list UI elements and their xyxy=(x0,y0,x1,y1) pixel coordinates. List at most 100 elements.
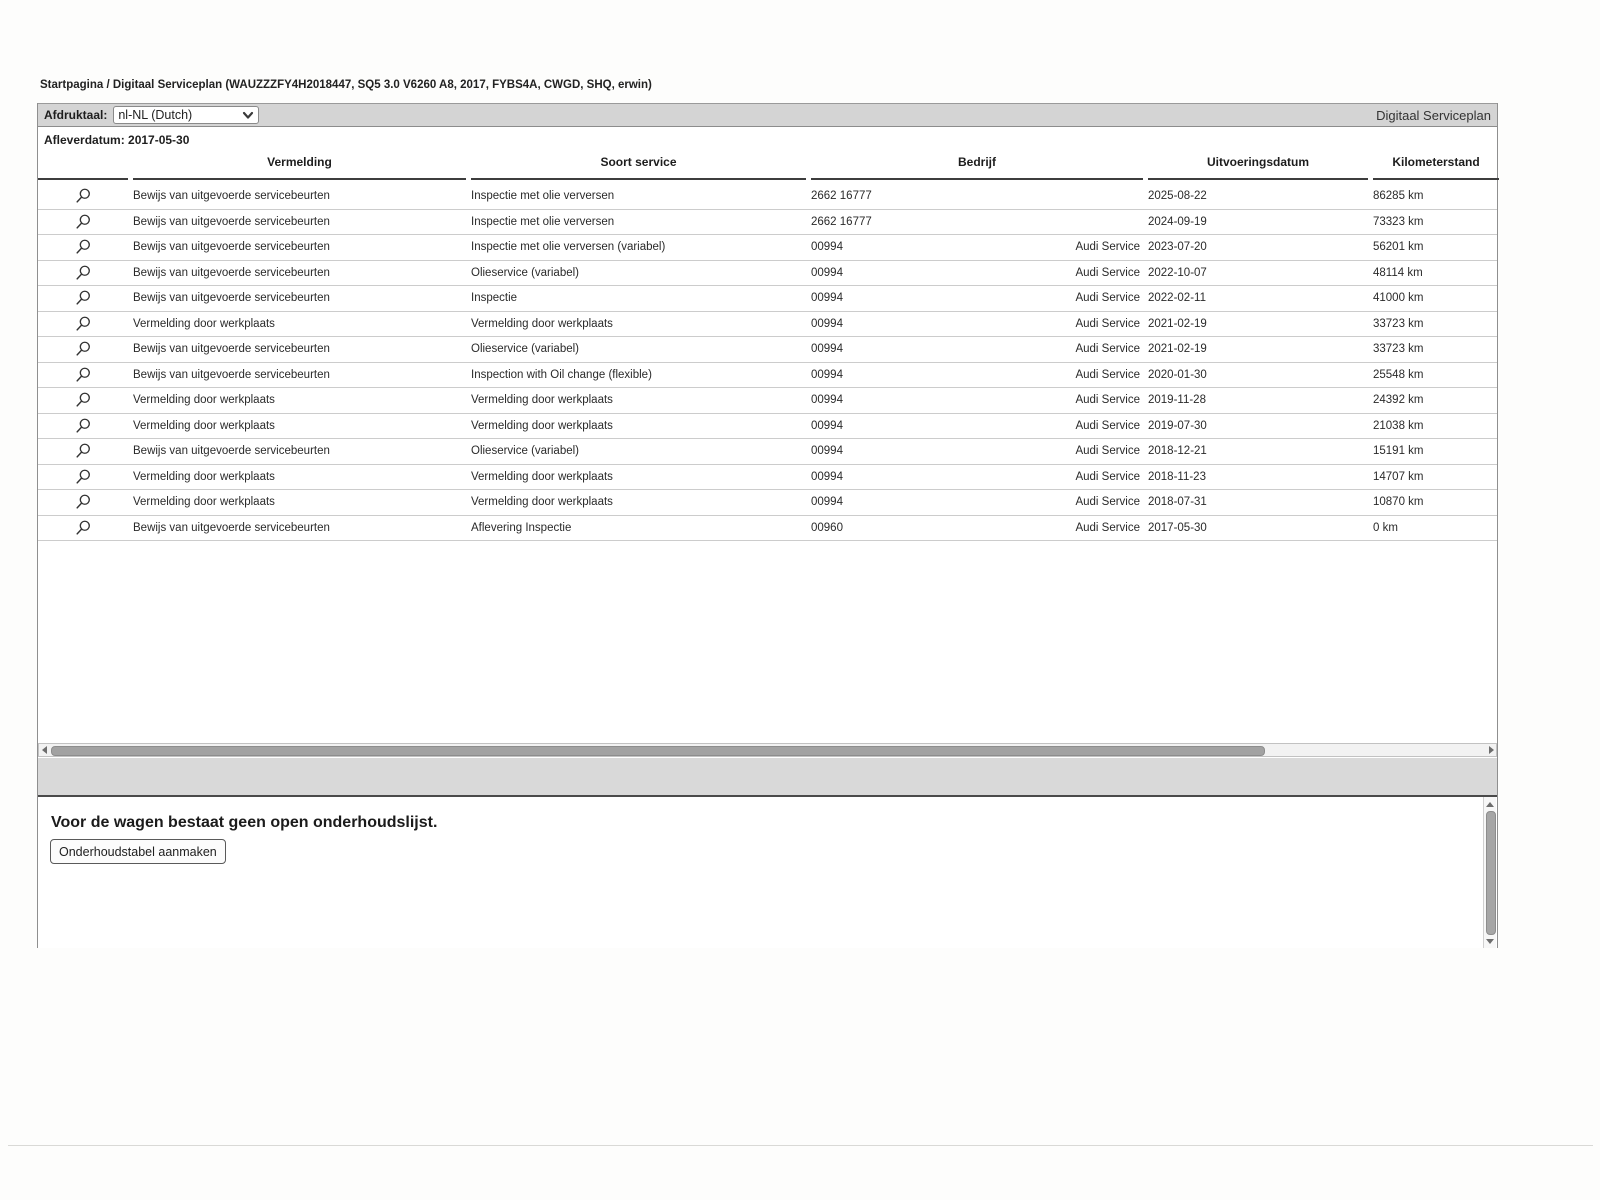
cell-soort-service: Inspectie met olie verversen xyxy=(471,215,615,228)
cell-kilometerstand: 41000 km xyxy=(1373,292,1424,305)
magnifier-icon xyxy=(76,316,90,331)
cell-bedrijf-code: 2662 16777 xyxy=(811,190,872,203)
cell-kilometerstand: 10870 km xyxy=(1373,496,1424,509)
print-language-value: nl-NL (Dutch) xyxy=(118,108,193,122)
cell-vermelding: Bewijs van uitgevoerde servicebeurten xyxy=(133,292,330,305)
create-maintenance-table-button[interactable]: Onderhoudstabel aanmaken xyxy=(50,839,226,864)
cell-soort-service: Inspectie met olie verversen xyxy=(471,190,615,203)
cell-bedrijf-code: 00994 xyxy=(811,343,843,356)
cell-bedrijf-code: 00994 xyxy=(811,496,843,509)
magnifier-icon xyxy=(76,214,90,229)
cell-uitvoeringsdatum: 2021-02-19 xyxy=(1148,317,1207,330)
column-header-soort-service: Soort service xyxy=(471,155,806,180)
cell-kilometerstand: 33723 km xyxy=(1373,343,1424,356)
horizontal-scroll-track[interactable] xyxy=(49,744,1486,756)
cell-kilometerstand: 86285 km xyxy=(1373,190,1424,203)
cell-vermelding: Vermelding door werkplaats xyxy=(133,317,275,330)
cell-uitvoeringsdatum: 2023-07-20 xyxy=(1148,241,1207,254)
table-row: Bewijs van uitgevoerde servicebeurten In… xyxy=(38,235,1497,261)
cell-bedrijf-code: 2662 16777 xyxy=(811,215,872,228)
scroll-down-icon[interactable] xyxy=(1484,936,1496,946)
magnifier-icon xyxy=(76,265,90,280)
row-details-button[interactable] xyxy=(74,213,92,231)
cell-soort-service: Vermelding door werkplaats xyxy=(471,317,613,330)
horizontal-scrollbar[interactable] xyxy=(38,743,1497,757)
cell-uitvoeringsdatum: 2019-07-30 xyxy=(1148,419,1207,432)
row-details-button[interactable] xyxy=(74,493,92,511)
scroll-left-icon[interactable] xyxy=(39,744,49,756)
no-open-maintenance-message: Voor de wagen bestaat geen open onderhou… xyxy=(51,814,438,831)
row-details-button[interactable] xyxy=(74,417,92,435)
cell-uitvoeringsdatum: 2018-12-21 xyxy=(1148,445,1207,458)
cell-vermelding: Bewijs van uitgevoerde servicebeurten xyxy=(133,241,330,254)
row-details-button[interactable] xyxy=(74,187,92,205)
breadcrumb: Startpagina / Digitaal Serviceplan (WAUZ… xyxy=(40,79,652,91)
row-details-button[interactable] xyxy=(74,366,92,384)
cell-soort-service: Olieservice (variabel) xyxy=(471,445,580,458)
scroll-right-icon[interactable] xyxy=(1486,744,1496,756)
table-body: Bewijs van uitgevoerde servicebeurten In… xyxy=(38,184,1497,541)
magnifier-icon xyxy=(76,188,90,203)
page-title: Digitaal Serviceplan xyxy=(1376,107,1491,123)
row-details-button[interactable] xyxy=(74,468,92,486)
cell-vermelding: Bewijs van uitgevoerde servicebeurten xyxy=(133,368,330,381)
row-details-button[interactable] xyxy=(74,315,92,333)
scroll-up-icon[interactable] xyxy=(1484,799,1496,809)
cell-soort-service: Inspectie met olie verversen (variabel) xyxy=(471,241,666,254)
cell-vermelding: Vermelding door werkplaats xyxy=(133,394,275,407)
cell-soort-service: Olieservice (variabel) xyxy=(471,266,580,279)
cell-vermelding: Bewijs van uitgevoerde servicebeurten xyxy=(133,445,330,458)
magnifier-icon xyxy=(76,520,90,535)
cell-vermelding: Bewijs van uitgevoerde servicebeurten xyxy=(133,190,330,203)
row-details-button[interactable] xyxy=(74,238,92,256)
cell-uitvoeringsdatum: 2018-11-23 xyxy=(1148,470,1206,483)
table-row: Bewijs van uitgevoerde servicebeurten In… xyxy=(38,210,1497,235)
top-toolbar: Afdruktaal: nl-NL (Dutch) Digitaal Servi… xyxy=(38,103,1497,127)
print-language-select[interactable]: nl-NL (Dutch) xyxy=(113,106,260,124)
cell-soort-service: Inspection with Oil change (flexible) xyxy=(471,368,652,381)
table-row: Bewijs van uitgevoerde servicebeurten Ol… xyxy=(38,439,1497,465)
cell-soort-service: Aflevering Inspectie xyxy=(471,521,572,534)
cell-bedrijf-naam: Audi Service xyxy=(1075,266,1140,279)
cell-bedrijf-code: 00994 xyxy=(811,368,843,381)
row-details-button[interactable] xyxy=(74,289,92,307)
magnifier-icon xyxy=(76,341,90,356)
row-details-button[interactable] xyxy=(74,340,92,358)
cell-bedrijf-naam xyxy=(1140,216,1143,228)
table-row: Bewijs van uitgevoerde servicebeurten Af… xyxy=(38,516,1497,541)
chevron-down-icon xyxy=(243,111,254,119)
cell-vermelding: Bewijs van uitgevoerde servicebeurten xyxy=(133,521,330,534)
cell-bedrijf-code: 00994 xyxy=(811,445,843,458)
row-details-button[interactable] xyxy=(74,264,92,282)
row-details-button[interactable] xyxy=(74,519,92,537)
magnifier-icon xyxy=(76,494,90,509)
cell-kilometerstand: 25548 km xyxy=(1373,368,1424,381)
cell-kilometerstand: 73323 km xyxy=(1373,215,1424,228)
cell-uitvoeringsdatum: 2020-01-30 xyxy=(1148,368,1207,381)
row-details-button[interactable] xyxy=(74,391,92,409)
cell-uitvoeringsdatum: 2022-10-07 xyxy=(1148,266,1207,279)
cell-soort-service: Vermelding door werkplaats xyxy=(471,394,613,407)
column-header-uitvoeringsdatum: Uitvoeringsdatum xyxy=(1148,155,1368,180)
vertical-scrollbar[interactable] xyxy=(1483,797,1496,948)
cell-bedrijf-code: 00994 xyxy=(811,419,843,432)
cell-vermelding: Vermelding door werkplaats xyxy=(133,496,275,509)
cell-bedrijf-naam: Audi Service xyxy=(1075,470,1140,483)
cell-bedrijf-code: 00960 xyxy=(811,521,843,534)
horizontal-scroll-thumb[interactable] xyxy=(51,746,1265,756)
main-frame: Afdruktaal: nl-NL (Dutch) Digitaal Servi… xyxy=(37,103,1499,948)
row-details-button[interactable] xyxy=(74,442,92,460)
magnifier-icon xyxy=(76,469,90,484)
cell-kilometerstand: 14707 km xyxy=(1373,470,1424,483)
table-header-row: Vermelding Soort service Bedrijf Uitvoer… xyxy=(38,155,1499,180)
cell-bedrijf-naam: Audi Service xyxy=(1075,394,1140,407)
cell-bedrijf-code: 00994 xyxy=(811,394,843,407)
cell-vermelding: Bewijs van uitgevoerde servicebeurten xyxy=(133,266,330,279)
cell-soort-service: Olieservice (variabel) xyxy=(471,343,580,356)
table-row: Bewijs van uitgevoerde servicebeurten Ol… xyxy=(38,337,1497,363)
cell-uitvoeringsdatum: 2024-09-19 xyxy=(1148,215,1207,228)
magnifier-icon xyxy=(76,418,90,433)
vertical-scroll-thumb[interactable] xyxy=(1486,811,1496,935)
table-row: Bewijs van uitgevoerde servicebeurten In… xyxy=(38,184,1497,210)
